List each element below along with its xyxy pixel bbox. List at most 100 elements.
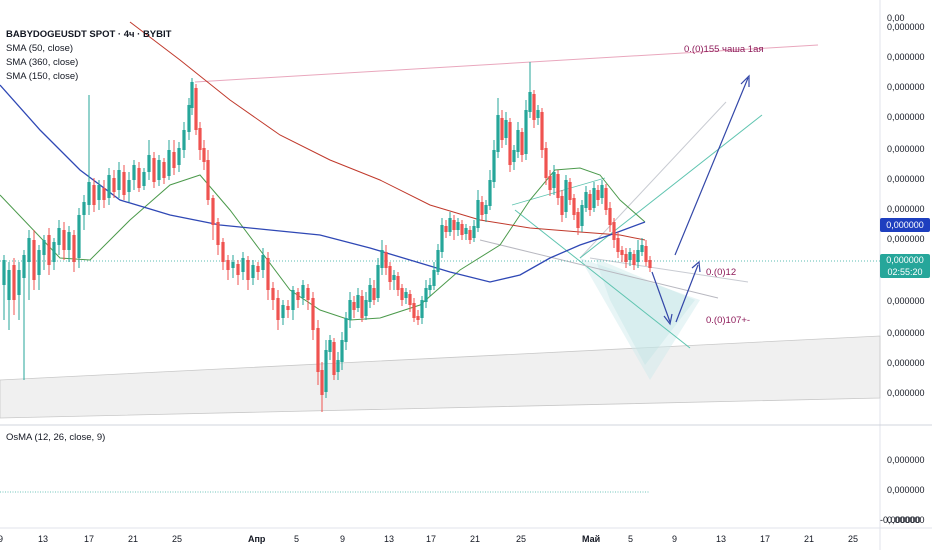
- candle-body[interactable]: [476, 200, 480, 228]
- candle-body[interactable]: [536, 110, 540, 118]
- candle-body[interactable]: [311, 298, 315, 330]
- candle-body[interactable]: [352, 302, 356, 310]
- candle-body[interactable]: [187, 105, 191, 132]
- candle-body[interactable]: [132, 165, 136, 180]
- candle-body[interactable]: [452, 220, 456, 230]
- candle-body[interactable]: [42, 240, 46, 255]
- candle-body[interactable]: [388, 266, 392, 282]
- candle-body[interactable]: [152, 158, 156, 182]
- candle-body[interactable]: [392, 275, 396, 280]
- candle-body[interactable]: [198, 128, 202, 150]
- candle-body[interactable]: [460, 224, 464, 235]
- candle-body[interactable]: [77, 215, 81, 258]
- candle-body[interactable]: [484, 205, 488, 214]
- candle-body[interactable]: [376, 265, 380, 298]
- candle-body[interactable]: [117, 170, 121, 190]
- candle-body[interactable]: [428, 285, 432, 290]
- candle-body[interactable]: [472, 226, 476, 238]
- candle-body[interactable]: [336, 360, 340, 372]
- candle-body[interactable]: [37, 250, 41, 275]
- candle-body[interactable]: [286, 306, 290, 310]
- support-channel[interactable]: [0, 335, 881, 419]
- candle-body[interactable]: [177, 148, 181, 165]
- candle-body[interactable]: [97, 185, 101, 200]
- candle-body[interactable]: [528, 92, 532, 112]
- annotation-mid[interactable]: 0.(0)12: [706, 267, 737, 278]
- annotation-top[interactable]: 0.(0)155 чаша 1ая: [684, 44, 764, 55]
- candle-body[interactable]: [202, 148, 206, 162]
- candle-body[interactable]: [480, 202, 484, 215]
- candle-body[interactable]: [27, 238, 31, 262]
- candle-body[interactable]: [624, 254, 628, 262]
- candle-body[interactable]: [276, 298, 280, 320]
- candle-body[interactable]: [520, 132, 524, 155]
- candle-body[interactable]: [348, 300, 352, 320]
- candle-body[interactable]: [206, 160, 210, 200]
- candle-body[interactable]: [52, 242, 56, 262]
- legend-sma150[interactable]: SMA (150, close): [6, 71, 79, 82]
- candle-body[interactable]: [87, 182, 91, 205]
- candle-body[interactable]: [464, 228, 468, 234]
- candle-body[interactable]: [344, 318, 348, 342]
- candle-body[interactable]: [412, 303, 416, 318]
- candle-body[interactable]: [281, 305, 285, 318]
- candle-body[interactable]: [112, 178, 116, 192]
- candle-body[interactable]: [67, 232, 71, 250]
- candle-body[interactable]: [157, 160, 161, 180]
- candle-body[interactable]: [488, 180, 492, 206]
- candle-body[interactable]: [2, 260, 6, 285]
- candle-body[interactable]: [82, 202, 86, 215]
- candle-body[interactable]: [588, 194, 592, 210]
- candle-body[interactable]: [644, 246, 648, 262]
- candle-body[interactable]: [306, 288, 310, 300]
- candle-body[interactable]: [600, 185, 604, 198]
- candle-body[interactable]: [7, 270, 11, 300]
- annotation-low[interactable]: 0.(0)107+-: [706, 315, 751, 326]
- candle-body[interactable]: [568, 182, 572, 200]
- sma360-line[interactable]: [129, 21, 646, 241]
- candle-body[interactable]: [291, 290, 295, 310]
- legend-sma360[interactable]: SMA (360, close): [6, 57, 79, 68]
- candle-body[interactable]: [107, 175, 111, 198]
- candle-body[interactable]: [231, 262, 235, 268]
- candle-body[interactable]: [172, 152, 176, 168]
- candle-body[interactable]: [604, 188, 608, 210]
- candle-body[interactable]: [251, 265, 255, 278]
- candle-body[interactable]: [211, 198, 215, 225]
- candle-body[interactable]: [127, 180, 131, 192]
- candle-body[interactable]: [137, 168, 141, 188]
- candle-body[interactable]: [620, 250, 624, 255]
- candle-body[interactable]: [572, 198, 576, 215]
- candle-body[interactable]: [167, 150, 171, 176]
- candle-body[interactable]: [548, 176, 552, 190]
- legend-sma50[interactable]: SMA (50, close): [6, 43, 74, 54]
- sma150-line[interactable]: [0, 84, 646, 283]
- candle-body[interactable]: [301, 285, 305, 298]
- candle-body[interactable]: [444, 226, 448, 232]
- candle-body[interactable]: [226, 260, 230, 270]
- candle-body[interactable]: [628, 252, 632, 260]
- candle-body[interactable]: [57, 228, 61, 245]
- candle-body[interactable]: [632, 254, 636, 265]
- candle-body[interactable]: [496, 115, 500, 152]
- candle-body[interactable]: [372, 288, 376, 300]
- candle-body[interactable]: [194, 88, 198, 130]
- candle-body[interactable]: [236, 264, 240, 275]
- candle-body[interactable]: [648, 260, 652, 268]
- candle-body[interactable]: [316, 328, 320, 372]
- candle-body[interactable]: [560, 196, 564, 215]
- candle-body[interactable]: [32, 240, 36, 280]
- candle-body[interactable]: [364, 300, 368, 316]
- candle-body[interactable]: [142, 172, 146, 186]
- candle-body[interactable]: [241, 258, 245, 272]
- candle-body[interactable]: [576, 212, 580, 228]
- candle-body[interactable]: [612, 222, 616, 240]
- candle-body[interactable]: [266, 258, 270, 290]
- candle-body[interactable]: [380, 250, 384, 268]
- osma-legend[interactable]: OsMA (12, 26, close, 9): [6, 432, 106, 443]
- candle-body[interactable]: [261, 255, 265, 270]
- candle-body[interactable]: [424, 288, 428, 302]
- candle-body[interactable]: [492, 150, 496, 182]
- resistance-trendline[interactable]: [194, 44, 819, 83]
